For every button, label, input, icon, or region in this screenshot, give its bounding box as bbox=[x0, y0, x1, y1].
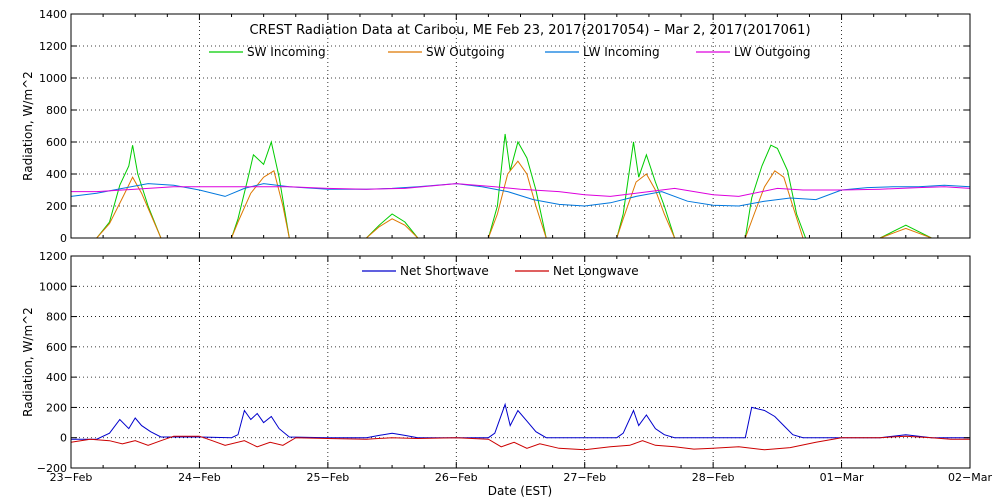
bottom-gridlines bbox=[71, 256, 970, 468]
y-tick-label: 1200 bbox=[39, 40, 67, 53]
legend-label: Net Shortwave bbox=[400, 264, 489, 278]
series-line-net-shortwave bbox=[71, 402, 970, 440]
top-y-axis-label: Radiation, W/m^2 bbox=[21, 71, 35, 181]
y-tick-label: 800 bbox=[46, 104, 67, 117]
legend-label: LW Outgoing bbox=[734, 45, 811, 59]
y-tick-label: 200 bbox=[46, 401, 67, 414]
bottom-plot-frame bbox=[70, 255, 971, 469]
y-tick-label: 400 bbox=[46, 371, 67, 384]
y-tick-label: 1000 bbox=[39, 72, 67, 85]
top-panel: 0 200 400 600 800 1000 1200 1400 CREST Radiatio… bbox=[21, 8, 971, 245]
y-tick-label: 600 bbox=[46, 136, 67, 149]
bottom-x-ticks: 23−Feb 24−Feb 25−Feb 26−Feb 27−Feb 28−Feb 01−M… bbox=[50, 471, 993, 484]
y-tick-label: −200 bbox=[37, 462, 67, 475]
bottom-panel: −200 0 200 400 600 800 1000 1200 23−Feb 24−Feb 25… bbox=[21, 250, 992, 498]
y-tick-label: 0 bbox=[60, 232, 67, 245]
top-gridlines bbox=[71, 14, 970, 238]
legend-label: SW Outgoing bbox=[426, 45, 505, 59]
x-tick-label: 26−Feb bbox=[435, 471, 478, 484]
legend-label: SW Incoming bbox=[247, 45, 326, 59]
legend-label: LW Incoming bbox=[583, 45, 660, 59]
bottom-y-axis-label: Radiation, W/m^2 bbox=[21, 307, 35, 417]
top-y-ticks: 0 200 400 600 800 1000 1200 1400 bbox=[39, 8, 971, 245]
y-tick-label: 600 bbox=[46, 341, 67, 354]
y-tick-label: 1200 bbox=[39, 250, 67, 263]
series-line-sw-incoming bbox=[71, 133, 970, 239]
top-legend: SW Incoming SW Outgoing LW Incoming LW Outg… bbox=[209, 45, 811, 59]
y-tick-label: 0 bbox=[60, 432, 67, 445]
chart-title: CREST Radiation Data at Caribou, ME Feb … bbox=[249, 23, 810, 38]
top-series-group bbox=[70, 133, 971, 239]
y-tick-label: 1000 bbox=[39, 280, 67, 293]
y-tick-label: 200 bbox=[46, 200, 67, 213]
x-tick-label: 28−Feb bbox=[692, 471, 735, 484]
bottom-legend: Net Shortwave Net Longwave bbox=[362, 264, 639, 278]
top-plot-frame bbox=[70, 13, 971, 239]
series-line-lw-outgoing bbox=[71, 183, 971, 197]
y-tick-label: 800 bbox=[46, 311, 67, 324]
x-axis-label: Date (EST) bbox=[488, 484, 552, 498]
x-tick-label: 27−Feb bbox=[563, 471, 606, 484]
x-tick-label: 01−Mar bbox=[820, 471, 864, 484]
series-line-lw-incoming bbox=[70, 183, 971, 207]
y-tick-label: 1400 bbox=[39, 8, 67, 21]
series-line-net-longwave bbox=[70, 435, 970, 451]
x-tick-label: 25−Feb bbox=[307, 471, 350, 484]
bottom-y-ticks: −200 0 200 400 600 800 1000 1200 bbox=[37, 250, 971, 475]
x-tick-label: 02−Mar bbox=[948, 471, 992, 484]
x-tick-label: 23−Feb bbox=[50, 471, 93, 484]
bottom-series-group bbox=[70, 402, 970, 451]
series-line-sw-outgoing bbox=[71, 160, 970, 239]
y-tick-label: 400 bbox=[46, 168, 67, 181]
x-tick-label: 24−Feb bbox=[178, 471, 221, 484]
legend-label: Net Longwave bbox=[553, 264, 639, 278]
